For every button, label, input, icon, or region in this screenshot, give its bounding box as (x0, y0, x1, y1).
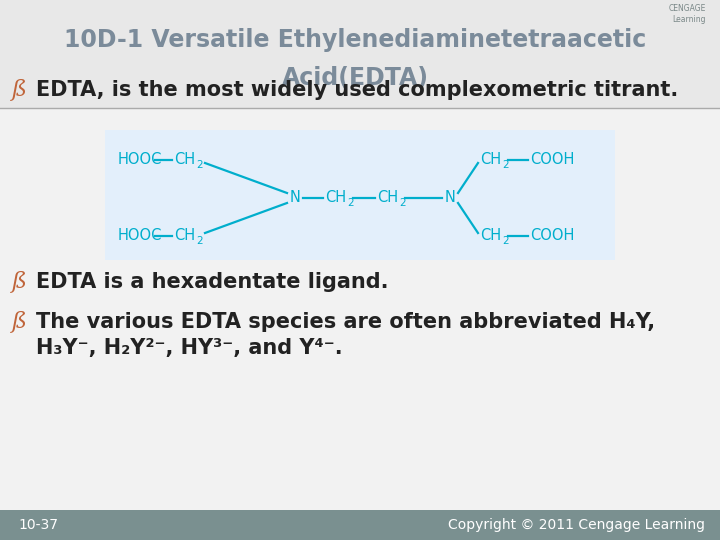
Text: H₃Y⁻, H₂Y²⁻, HY³⁻, and Y⁴⁻.: H₃Y⁻, H₂Y²⁻, HY³⁻, and Y⁴⁻. (36, 338, 343, 358)
Text: HOOC: HOOC (118, 152, 163, 167)
Text: N: N (444, 191, 456, 206)
Text: ß: ß (12, 311, 27, 333)
Bar (0, 108, 720, 510)
Text: CH: CH (325, 191, 346, 206)
Text: EDTA is a hexadentate ligand.: EDTA is a hexadentate ligand. (36, 272, 389, 292)
Bar (0, 510, 720, 540)
Text: ß: ß (12, 271, 27, 293)
Text: 10-37: 10-37 (18, 518, 58, 532)
Bar (105, 130, 615, 260)
Bar (0, 0, 720, 108)
Text: ß: ß (12, 79, 27, 101)
Text: 2: 2 (502, 160, 508, 170)
Text: HOOC: HOOC (118, 228, 163, 244)
Text: The various EDTA species are often abbreviated H₄Y,: The various EDTA species are often abbre… (36, 312, 655, 332)
Text: CH: CH (174, 228, 195, 244)
Text: CH: CH (377, 191, 398, 206)
Text: COOH: COOH (530, 228, 575, 244)
Text: EDTA, is the most widely used complexometric titrant.: EDTA, is the most widely used complexome… (36, 80, 678, 100)
Text: 2: 2 (196, 236, 202, 246)
Text: CH: CH (480, 152, 501, 167)
Text: Copyright © 2011 Cengage Learning: Copyright © 2011 Cengage Learning (448, 518, 705, 532)
Text: Acid(EDTA): Acid(EDTA) (282, 66, 428, 90)
Text: COOH: COOH (530, 152, 575, 167)
Text: 2: 2 (502, 236, 508, 246)
Text: 2: 2 (196, 160, 202, 170)
Text: CH: CH (174, 152, 195, 167)
Text: CENGAGE
Learning: CENGAGE Learning (669, 4, 706, 24)
Text: CH: CH (480, 228, 501, 244)
Text: 2: 2 (399, 198, 405, 208)
Text: N: N (289, 191, 300, 206)
Text: 2: 2 (347, 198, 354, 208)
Text: 10D-1 Versatile Ethylenediaminetetraacetic: 10D-1 Versatile Ethylenediaminetetraacet… (64, 28, 646, 52)
